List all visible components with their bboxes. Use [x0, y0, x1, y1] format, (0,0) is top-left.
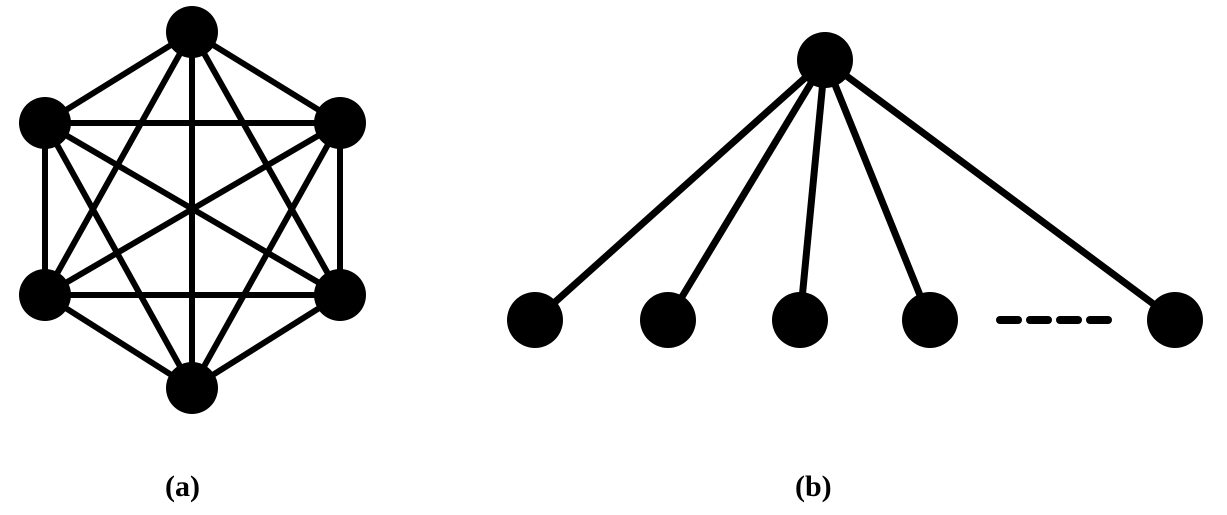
figure-canvas: (a) (b) — [0, 0, 1227, 515]
caption-a: (a) — [165, 470, 200, 504]
leaf-node-0 — [507, 292, 563, 348]
leaf-node-2 — [772, 292, 828, 348]
leaf-node-3 — [902, 292, 958, 348]
caption-b: (b) — [795, 470, 832, 504]
leaf-node-4 — [1147, 292, 1203, 348]
leaf-node-1 — [640, 292, 696, 348]
hub-node — [797, 32, 853, 88]
star-graph — [0, 0, 1227, 515]
